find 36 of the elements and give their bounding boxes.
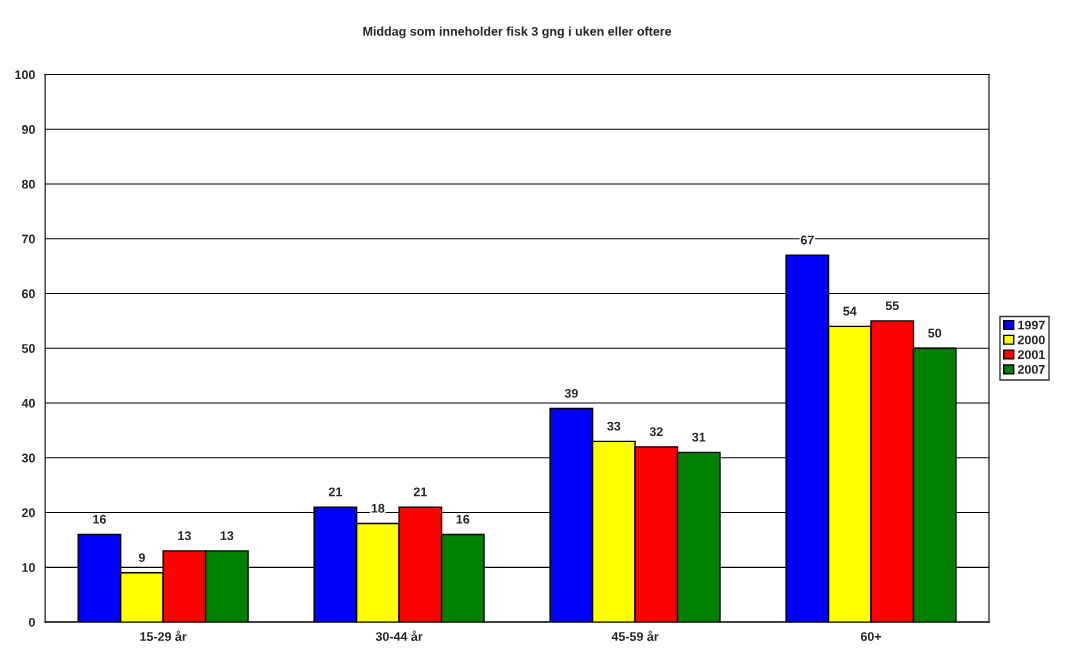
x-tick-label: 30-44 år	[375, 630, 423, 641]
legend-label: 2001	[1017, 350, 1045, 360]
data-label: 54	[843, 306, 857, 316]
x-tick-label: 60+	[860, 632, 882, 641]
data-label: 67	[800, 235, 814, 245]
data-label: 13	[220, 531, 234, 541]
data-label: 31	[692, 432, 706, 442]
legend-label: 2000	[1017, 335, 1045, 345]
chart-title: Middag som inneholder fisk 3 gng i uken eller oftere	[363, 26, 672, 39]
y-tick-label: 0	[28, 617, 35, 627]
y-tick-label: 40	[21, 398, 35, 408]
data-label: 13	[178, 531, 191, 541]
data-label: 9	[138, 553, 145, 562]
data-label: 21	[413, 487, 427, 497]
y-tick-label: 10	[22, 563, 35, 572]
data-label: 18	[371, 503, 385, 513]
data-label: 50	[928, 328, 942, 338]
x-tick-label: 15-29 år	[140, 630, 187, 641]
legend-label: 2007	[1017, 364, 1045, 374]
x-tick-label: 45-59 år	[611, 630, 659, 641]
y-tick-label: 70	[22, 234, 35, 244]
data-label: 16	[456, 514, 470, 524]
data-label: 32	[649, 427, 663, 437]
y-tick-label: 50	[21, 344, 35, 353]
y-tick-label: 90	[21, 125, 35, 134]
y-tick-label: 100	[15, 70, 35, 80]
data-label: 33	[607, 421, 621, 431]
legend-label: 1997	[1018, 320, 1045, 330]
data-label: 55	[885, 301, 899, 311]
data-label: 16	[93, 514, 106, 524]
y-tick-label: 20	[21, 508, 35, 518]
y-tick-label: 80	[21, 179, 35, 189]
data-label: 39	[564, 388, 578, 398]
data-label: 21	[328, 487, 342, 497]
y-tick-label: 30	[21, 453, 35, 463]
y-tick-label: 60	[21, 289, 35, 299]
